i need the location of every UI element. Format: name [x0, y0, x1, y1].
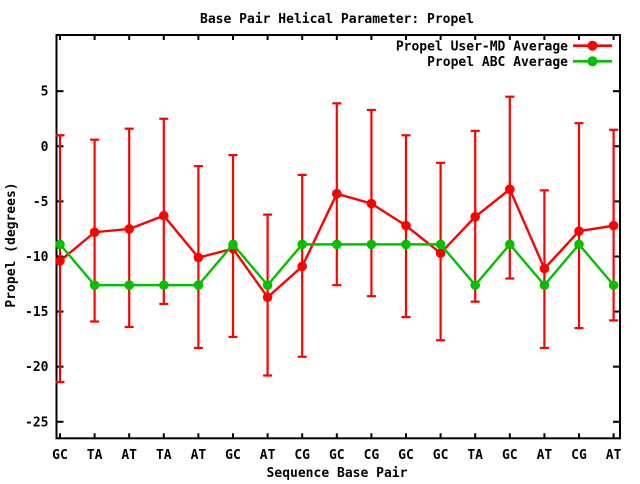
data-point-marker — [297, 239, 308, 250]
data-point-marker — [505, 239, 515, 250]
data-point-marker — [401, 239, 411, 250]
series-abc — [55, 239, 619, 290]
data-point-marker — [470, 280, 481, 290]
y-tick-label: -25 — [25, 415, 48, 430]
x-tick-label: GC — [398, 448, 414, 463]
x-tick-label: GC — [433, 448, 449, 463]
data-point-marker — [262, 280, 273, 290]
data-point-marker — [332, 188, 342, 199]
y-tick-label: -5 — [33, 195, 49, 210]
data-point-marker — [539, 280, 550, 290]
x-axis-label: Sequence Base Pair — [267, 466, 408, 480]
plot-border — [55, 34, 621, 440]
legend-label-user-md-average: Propel User-MD Average — [396, 40, 568, 55]
legend-sample-marker — [587, 40, 598, 51]
data-point-marker — [55, 256, 65, 266]
data-point-marker — [574, 226, 584, 236]
data-point-marker — [470, 212, 481, 222]
data-point-marker — [228, 239, 238, 250]
data-point-marker — [574, 239, 584, 250]
y-tick-label: -20 — [25, 360, 49, 375]
x-tick-label: GC — [502, 448, 518, 463]
data-point-marker — [159, 210, 169, 221]
data-point-marker — [262, 292, 273, 303]
data-point-marker — [401, 220, 411, 231]
data-point-marker — [55, 239, 65, 250]
x-tick-label: AT — [191, 448, 207, 463]
data-point-marker — [297, 261, 308, 272]
data-point-marker — [193, 280, 204, 290]
data-point-marker — [124, 224, 134, 234]
data-point-marker — [124, 280, 134, 290]
x-tick-label: AT — [260, 448, 276, 463]
y-tick-label: 0 — [41, 140, 49, 155]
x-tick-label: GC — [225, 448, 241, 463]
data-point-marker — [608, 280, 619, 290]
x-tick-label: TA — [87, 448, 103, 463]
chart-title: Base Pair Helical Parameter: Propel — [200, 12, 474, 27]
x-tick-label: AT — [537, 448, 553, 463]
data-point-marker — [89, 227, 100, 238]
data-point-marker — [89, 280, 100, 290]
x-tick-label: AT — [121, 448, 137, 463]
legend-line-samples — [573, 40, 612, 67]
data-point-marker — [366, 198, 377, 209]
x-tick-label: CG — [294, 448, 310, 463]
y-tick-label: -15 — [25, 305, 48, 320]
data-point-marker — [435, 239, 446, 250]
data-point-marker — [159, 280, 169, 290]
data-point-marker — [435, 248, 446, 258]
x-tick-label: TA — [156, 448, 172, 463]
data-point-marker — [332, 239, 342, 250]
data-point-marker — [366, 239, 377, 250]
x-tick-label: GC — [329, 448, 345, 463]
legend-label-abc-average: Propel ABC Average — [427, 55, 568, 70]
y-axis-label: Propel (degrees) — [4, 182, 19, 307]
x-tick-label: CG — [571, 448, 587, 463]
data-point-marker — [539, 263, 550, 274]
y-tick-label: 5 — [41, 85, 49, 100]
x-tick-label: AT — [606, 448, 622, 463]
data-point-marker — [193, 252, 204, 263]
data-point-marker — [608, 220, 619, 231]
x-tick-label: CG — [364, 448, 380, 463]
x-tick-label: GC — [52, 448, 68, 463]
series-user-md — [55, 95, 619, 384]
data-series — [55, 95, 619, 384]
y-tick-label: -10 — [25, 250, 49, 265]
x-tick-label: TA — [467, 448, 483, 463]
plot-frame: 5 0 -5 -10 -15 -20 -25 GC TA AT TA AT GC AT CG GC CG GC GC… — [25, 34, 622, 463]
legend-sample-marker — [587, 56, 598, 67]
data-point-marker — [505, 184, 515, 195]
